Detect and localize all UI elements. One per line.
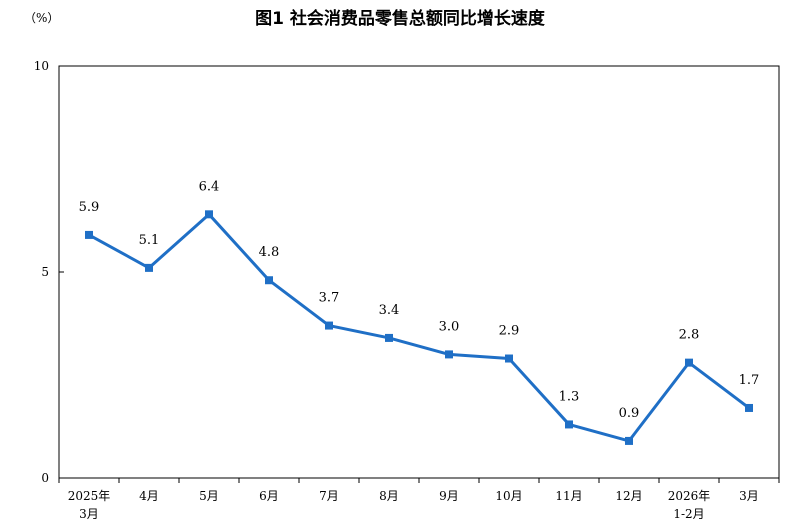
x-tick-label: 9月 (439, 489, 459, 503)
data-point-marker (445, 350, 453, 359)
data-point-marker (325, 321, 333, 330)
plot-frame (58, 65, 780, 479)
x-tick-label: 4月 (139, 489, 159, 503)
data-point-marker (265, 276, 273, 285)
data-label: 4.8 (259, 245, 280, 260)
y-unit-label: （%） (24, 11, 59, 25)
x-tick-label-line2: 1-2月 (673, 507, 704, 521)
x-tick-label: 8月 (379, 489, 399, 503)
y-tick-label: 5 (41, 265, 49, 279)
data-label: 1.7 (739, 373, 760, 388)
chart-title: 图1 社会消费品零售总额同比增长速度 (255, 8, 546, 29)
x-tick-label: 3月 (739, 489, 759, 503)
data-point-marker (85, 230, 93, 239)
data-point-marker (685, 358, 693, 367)
y-tick-label: 10 (34, 59, 49, 73)
x-tick-label: 2025年 (68, 489, 111, 503)
data-point-marker (205, 210, 213, 219)
data-point-marker (145, 263, 153, 272)
data-point-marker (745, 403, 753, 412)
data-label: 2.9 (499, 324, 520, 339)
data-label: 6.4 (199, 179, 220, 194)
data-label: 2.8 (679, 328, 700, 343)
data-points (85, 210, 753, 445)
data-point-marker (625, 436, 633, 445)
data-label: 3.7 (319, 291, 340, 306)
series-polyline (88, 212, 750, 443)
data-point-marker (565, 420, 573, 429)
data-point-marker (505, 354, 513, 363)
x-axis-ticks: 2025年 3月 4月 5月 6月 7月 8月 9月 10月 11月 12月 2026年 1-2月 3月 (58, 478, 780, 521)
y-axis-ticks: 0 5 10 (34, 59, 64, 485)
data-labels: 5.9 5.1 6.4 4.8 3.7 3.4 3.0 2.9 1.3 0.9 2.8 1.7 (79, 179, 760, 421)
data-label: 0.9 (619, 406, 640, 421)
series-line (88, 212, 750, 443)
x-tick-label: 12月 (615, 489, 642, 503)
data-label: 5.9 (79, 200, 100, 215)
x-tick-label: 2026年 (668, 489, 711, 503)
data-label: 1.3 (559, 389, 580, 404)
data-label: 3.0 (439, 319, 460, 334)
x-tick-label: 10月 (495, 489, 522, 503)
y-tick-label: 0 (41, 471, 49, 485)
data-label: 3.4 (379, 303, 400, 318)
x-tick-label: 11月 (555, 489, 582, 503)
data-label: 5.1 (139, 233, 160, 248)
x-tick-label-line2: 3月 (79, 507, 99, 521)
x-tick-label: 7月 (319, 489, 339, 503)
x-tick-label: 5月 (199, 489, 219, 503)
data-point-marker (385, 333, 393, 342)
x-tick-label: 6月 (259, 489, 279, 503)
